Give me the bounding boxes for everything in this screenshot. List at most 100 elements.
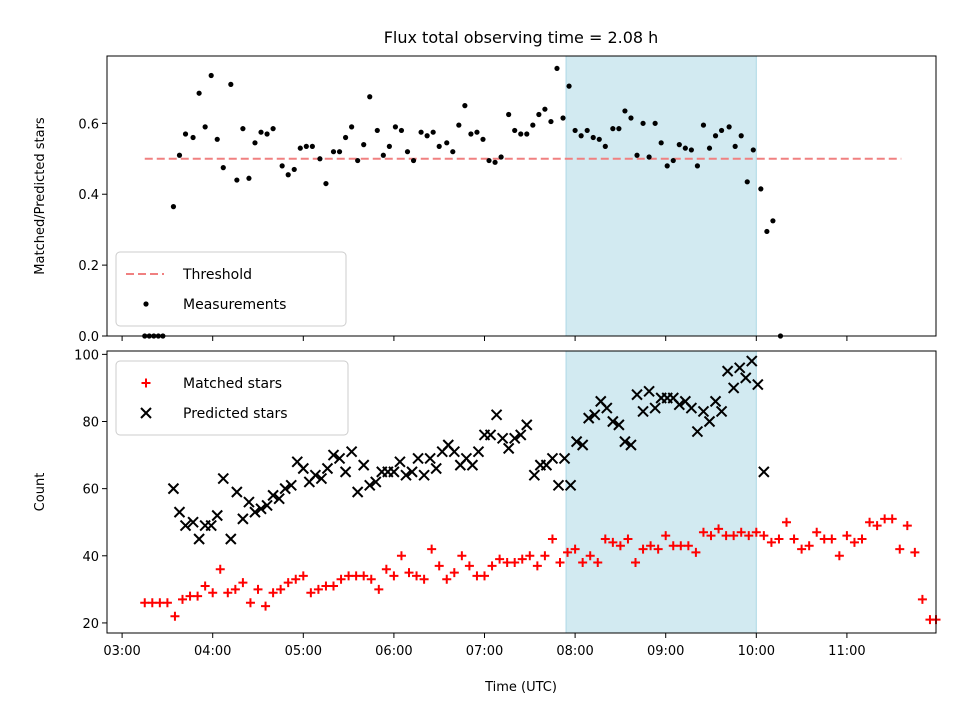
- matched-stars-point: [736, 527, 746, 537]
- predicted-stars-point: [370, 476, 382, 488]
- matched-stars-point: [842, 531, 852, 541]
- measurements-point: [548, 118, 554, 125]
- matched-stars-point: [230, 584, 240, 594]
- measurements-point: [182, 131, 189, 137]
- axes-frame: [106, 350, 937, 634]
- matched-stars-point: [744, 531, 754, 541]
- predicted-stars-point: [472, 446, 485, 458]
- matched-stars-point: [880, 514, 890, 524]
- measurements-point: [240, 126, 246, 132]
- x-tick-label: 04:00: [194, 644, 231, 659]
- matched-stars-point: [321, 581, 331, 591]
- matched-stars-point: [812, 527, 822, 537]
- measurements-point: [258, 129, 264, 135]
- measurements-point: [404, 149, 411, 155]
- legend-threshold-label: Threshold: [182, 267, 252, 283]
- matched-stars-point: [804, 541, 814, 551]
- bottom-panel: 03:00 04:00 05:00 06:00 07:00 08:00 09:00 10:00…: [33, 348, 941, 659]
- predicted-stars-point: [364, 479, 376, 491]
- predicted-stars-point: [412, 452, 424, 465]
- measurements-point: [386, 143, 392, 149]
- predicted-stars-point: [631, 388, 643, 401]
- matched-stars-point: [396, 551, 406, 561]
- matched-stars-point: [480, 571, 490, 581]
- measurements-point: [658, 140, 664, 146]
- measurements-point: [424, 133, 430, 139]
- measurements-point: [462, 103, 468, 109]
- predicted-stars-point: [758, 466, 770, 478]
- matched-stars-point: [638, 544, 648, 554]
- predicted-stars-point: [752, 378, 764, 391]
- predicted-stars-point: [394, 456, 406, 468]
- measurements-point: [374, 127, 380, 134]
- matched-stars-point: [434, 561, 444, 571]
- measurements-point: [732, 143, 738, 149]
- predicted-stars-point: [619, 435, 631, 448]
- matched-stars-point: [366, 574, 376, 584]
- predicted-stars-point: [179, 519, 192, 532]
- predicted-stars-point: [703, 415, 716, 428]
- matched-stars-point: [268, 588, 278, 598]
- y-tick-label: 40: [82, 550, 99, 565]
- matched-stars-point: [215, 564, 225, 574]
- matched-stars-point: [683, 541, 693, 551]
- matched-stars-point: [532, 561, 542, 571]
- matched-stars-point: [472, 571, 482, 581]
- x-tick-label: 11:00: [828, 644, 865, 659]
- matched-stars-point: [245, 598, 255, 608]
- predicted-stars-point: [249, 506, 261, 518]
- measurements-point: [682, 145, 688, 151]
- predicted-stars-point: [267, 489, 279, 502]
- matched-stars-point: [329, 581, 339, 591]
- predicted-stars-point: [261, 499, 273, 512]
- y-tick-label: 0.6: [78, 117, 99, 132]
- matched-stars-point: [487, 561, 497, 571]
- predicted-stars-point: [685, 402, 698, 414]
- matched-stars-point: [374, 584, 384, 594]
- matched-stars-point: [540, 551, 550, 561]
- matched-stars-point: [495, 554, 505, 564]
- predicted-stars-point: [406, 466, 418, 478]
- measurements-point: [361, 142, 367, 148]
- matched-stars-point: [200, 581, 210, 591]
- predicted-stars-point: [231, 486, 243, 498]
- measurements-point: [309, 143, 315, 149]
- predicted-stars-point: [552, 479, 565, 491]
- predicted-stars-point: [243, 496, 255, 508]
- measurements-point: [634, 152, 640, 158]
- measurements-point: [512, 127, 518, 134]
- matched-stars-point: [502, 558, 512, 567]
- predicted-stars-point: [589, 409, 601, 421]
- matched-stars-point: [600, 534, 610, 544]
- predicted-stars-point: [649, 402, 661, 414]
- predicted-stars-point: [709, 395, 722, 408]
- measurements-point: [291, 166, 297, 173]
- measurements-point: [688, 147, 694, 153]
- measurements-point: [246, 175, 252, 181]
- x-tick-label: 07:00: [466, 644, 503, 659]
- measurements-point: [418, 129, 424, 135]
- predicted-stars-point: [601, 402, 613, 414]
- matched-stars-point: [155, 598, 165, 608]
- chart-title: Flux total observing time = 2.08 h: [384, 28, 659, 47]
- y-tick-label: 0.0: [78, 330, 99, 345]
- measurements-point: [170, 204, 177, 210]
- predicted-stars-point: [205, 519, 217, 532]
- measurements-point: [279, 163, 285, 169]
- legend-predicted-stars-swatch: [140, 407, 152, 419]
- x-tick-label: 05:00: [285, 644, 322, 659]
- matched-stars-point: [834, 551, 844, 561]
- matched-stars-point: [359, 571, 369, 581]
- measurements-point: [700, 122, 707, 128]
- matched-stars-point: [585, 551, 595, 561]
- predicted-stars-point: [546, 452, 559, 465]
- matched-stars-point: [668, 541, 678, 551]
- y-tick-label: 0.4: [78, 188, 99, 203]
- predicted-stars-point: [345, 446, 358, 458]
- predicted-stars-point: [564, 479, 577, 491]
- matched-stars-point: [140, 598, 150, 608]
- matched-stars-point: [336, 574, 346, 584]
- matched-stars-point: [510, 558, 520, 567]
- predicted-stars-point: [285, 479, 297, 491]
- matched-stars-point: [819, 534, 829, 544]
